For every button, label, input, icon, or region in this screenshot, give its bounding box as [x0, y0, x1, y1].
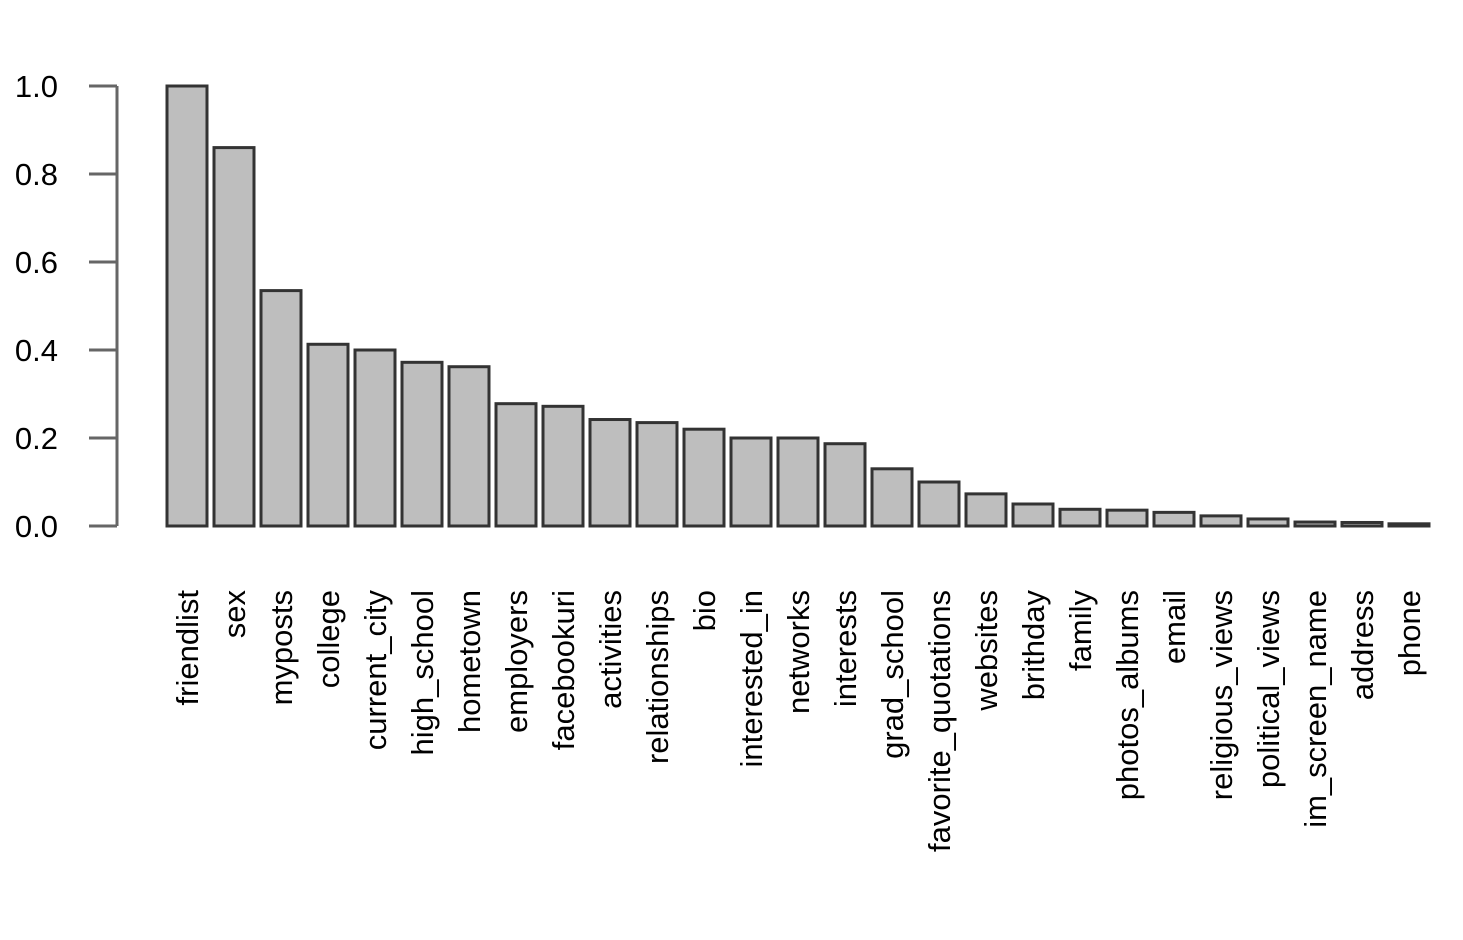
x-tick-label: facebookuri: [546, 590, 581, 750]
bar-hometown: [447, 365, 491, 528]
x-tick-label: networks: [781, 590, 816, 714]
x-tick-label: interested_in: [734, 590, 769, 768]
bar-activities: [588, 418, 632, 528]
x-tick-label: activities: [593, 590, 628, 709]
x-tick-label: religious_views: [1204, 590, 1239, 800]
x-tick-label: bio: [687, 590, 722, 631]
x-tick-label: photos_albums: [1110, 590, 1145, 800]
x-tick-label: email: [1157, 590, 1192, 664]
bar-political-views: [1246, 517, 1290, 528]
bars: [165, 84, 1431, 528]
bar-employers: [494, 402, 538, 528]
y-tick-label: 0.8: [15, 157, 58, 192]
x-tick-label: address: [1345, 590, 1380, 700]
x-tick-label: brithday: [1016, 590, 1051, 701]
bar-im-screen-name: [1293, 520, 1337, 528]
x-tick-label: college: [311, 590, 346, 688]
x-tick-label: high_school: [405, 590, 440, 755]
bar-email: [1152, 510, 1196, 528]
bar-brithday: [1011, 502, 1055, 528]
bar-phone: [1387, 522, 1431, 528]
x-tick-label: employers: [499, 590, 534, 733]
bar-relationships: [635, 421, 679, 528]
bar-facebookuri: [541, 404, 585, 528]
bar-myposts: [259, 289, 303, 528]
y-tick-label: 0.0: [15, 509, 58, 544]
bar-grad-school: [870, 467, 914, 528]
bar-religious-views: [1199, 514, 1243, 528]
bar-high-school: [400, 360, 444, 528]
bar-websites: [964, 492, 1008, 528]
y-tick-label: 0.2: [15, 421, 58, 456]
bar-bio: [682, 427, 726, 528]
bar-photos-albums: [1105, 508, 1149, 528]
y-tick-label: 0.4: [15, 333, 58, 368]
x-axis-labels: friendlist sex myposts college current_city h…: [170, 590, 1427, 852]
y-axis: 0.0 0.2 0.4 0.6 0.8 1.0: [15, 69, 119, 544]
bar-favorite-quotations: [917, 480, 961, 528]
bar-friendlist: [165, 84, 209, 528]
bar-current-city: [353, 348, 397, 528]
bar-sex: [212, 146, 256, 528]
y-tick-label: 1.0: [15, 69, 58, 104]
x-tick-label: grad_school: [875, 590, 910, 759]
x-tick-label: interests: [828, 590, 863, 707]
bar-interests: [823, 442, 867, 528]
x-tick-label: myposts: [264, 590, 299, 705]
x-tick-label: hometown: [452, 590, 487, 733]
x-tick-label: family: [1063, 590, 1098, 671]
x-tick-label: phone: [1392, 590, 1427, 676]
x-tick-label: friendlist: [170, 590, 205, 706]
bar-interested-in: [729, 436, 773, 528]
x-tick-label: political_views: [1251, 590, 1286, 788]
x-tick-label: im_screen_name: [1298, 590, 1333, 828]
y-tick-label: 0.6: [15, 245, 58, 280]
x-tick-label: current_city: [358, 590, 393, 751]
x-tick-label: favorite_quotations: [922, 590, 957, 852]
bar-address: [1340, 520, 1384, 528]
bar-college: [306, 342, 350, 528]
bar-family: [1058, 507, 1102, 528]
x-tick-label: websites: [969, 590, 1004, 712]
x-tick-label: sex: [217, 590, 252, 639]
bar-networks: [776, 436, 820, 528]
x-tick-label: relationships: [640, 590, 675, 764]
